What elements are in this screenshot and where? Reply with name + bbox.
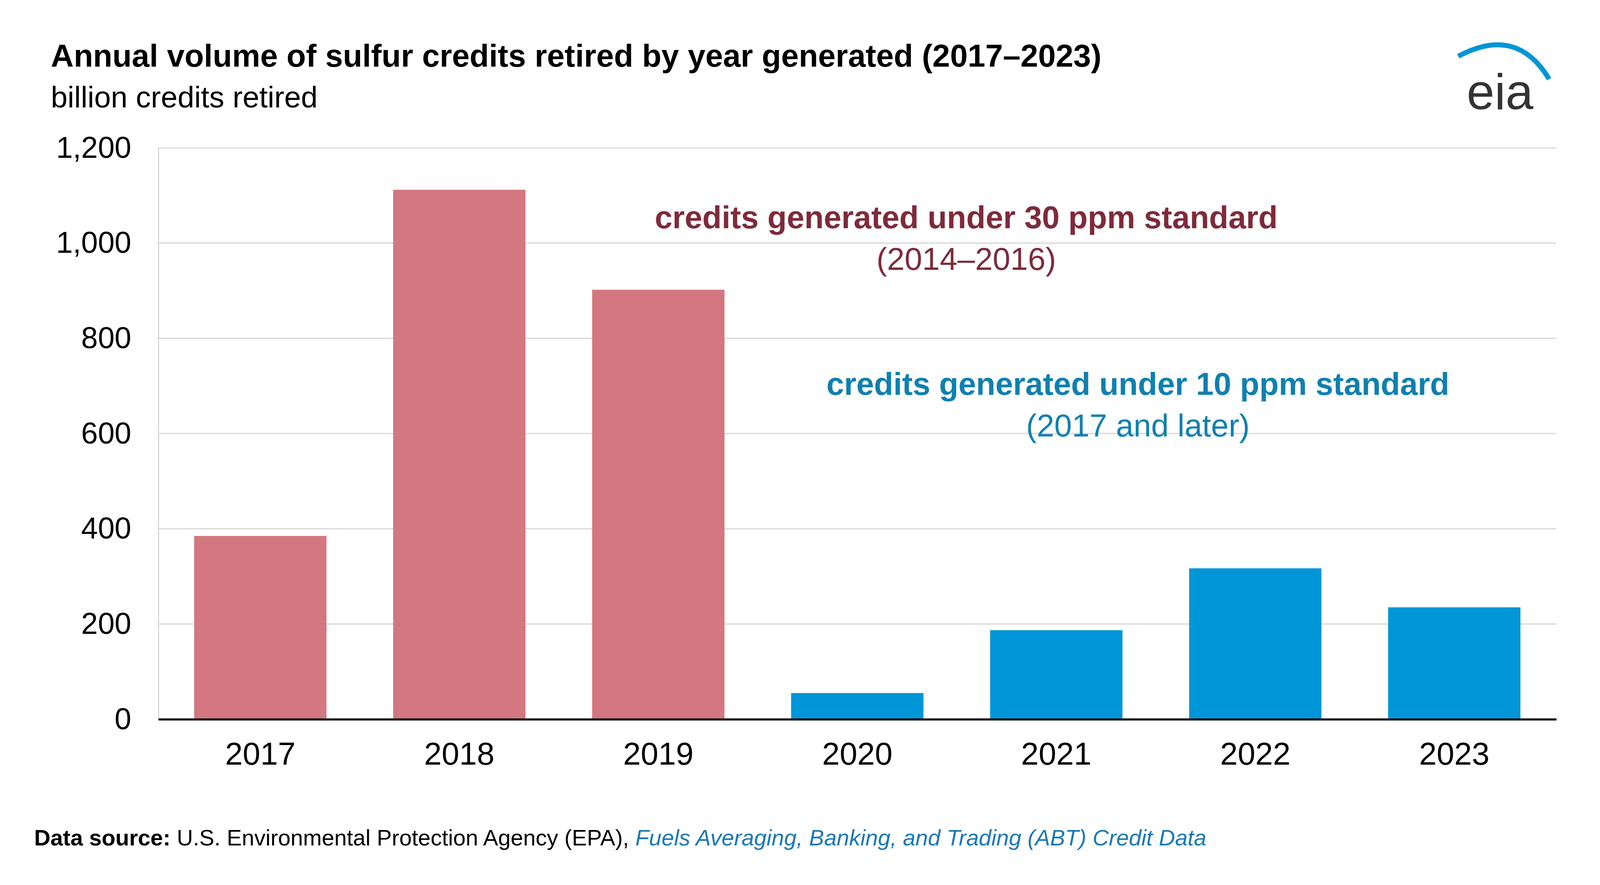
bar [1189,568,1322,720]
x-tick-label: 2023 [1419,736,1490,772]
logo-text: eia [1466,63,1534,120]
annotation-subtext: (2014–2016) [876,241,1056,277]
annotation-text: credits generated under 10 ppm standard [826,366,1450,402]
annotation-subtext: (2017 and later) [1026,407,1250,444]
chart: Annual volume of sulfur credits retired … [0,0,1600,885]
grid [158,147,1557,720]
source-label: Data source: [34,825,171,851]
x-axis: 2017 2018 2019 2020 2021 2022 2023 [158,719,1557,772]
x-tick-label: 2018 [424,736,495,772]
x-tick: 2023 [1419,719,1490,772]
y-tick: 800 [81,321,159,355]
x-tick: 2017 [225,719,296,772]
y-tick-label: 600 [81,416,132,450]
annotation-text: credits generated under 30 ppm standard [654,199,1278,235]
y-tick-label: 1,200 [56,130,132,165]
y-tick: 200 [81,607,159,641]
grid-line [158,433,1557,435]
background [0,0,1600,885]
y-axis: 0 200 400 600 800 1,000 1,200 [56,130,159,736]
bar [990,630,1123,720]
grid-line [158,528,1557,530]
bar [791,693,924,720]
x-tick: 2019 [622,719,694,772]
grid-line [158,242,1557,244]
grid-line [158,623,1557,625]
y-tick: 0 [114,702,159,736]
y-tick: 1,200 [56,130,159,165]
x-tick: 2022 [1220,719,1291,772]
bar [393,190,526,720]
y-tick-label: 800 [81,321,132,355]
bar [194,536,327,720]
x-tick: 2020 [822,719,893,772]
y-axis-line [157,148,160,720]
x-tick: 2018 [424,719,495,772]
source-link[interactable]: Fuels Averaging, Banking, and Trading (A… [635,825,1207,851]
title: Annual volume of sulfur credits retired … [50,37,1102,74]
bars [194,190,1521,720]
grid-line [158,719,1557,721]
source: Data source: U.S. Environmental Protecti… [34,825,1207,851]
y-tick: 1,000 [56,225,159,260]
x-tick-label: 2019 [622,736,694,772]
x-tick: 2021 [1021,719,1092,772]
x-tick-label: 2020 [822,736,893,772]
y-tick-label: 1,000 [56,225,132,260]
y-tick-label: 200 [81,607,132,641]
bar [592,290,725,720]
x-tick-label: 2017 [225,736,296,772]
grid-line [158,147,1557,149]
y-tick: 600 [81,416,159,450]
x-tick-label: 2022 [1220,736,1291,772]
y-tick-label: 400 [81,511,132,545]
y-tick: 400 [81,511,159,545]
logo: eia [1458,45,1550,120]
subtitle: billion credits retired [50,80,318,114]
annotation: credits generated under 30 ppm standard (… [654,199,1278,277]
bar [1387,607,1521,720]
x-tick-label: 2021 [1021,736,1092,772]
grid-line [158,337,1557,340]
y-tick-label: 0 [114,702,132,736]
annotation: credits generated under 10 ppm standard (… [826,366,1450,444]
source-text: U.S. Environmental Protection Agency (EP… [170,825,636,851]
x-axis-line [158,718,1557,721]
